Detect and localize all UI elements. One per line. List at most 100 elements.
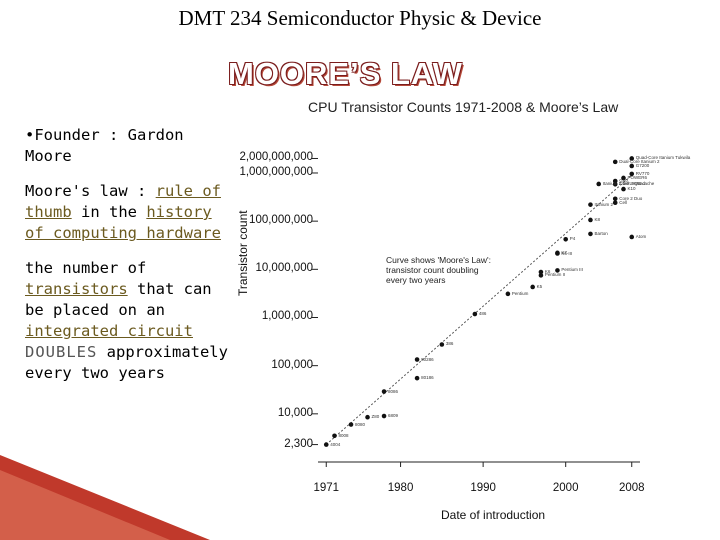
data-point (348, 422, 354, 427)
data-point-label: K7 (561, 249, 567, 255)
data-point (381, 413, 387, 419)
y-tick-label: 100,000,000 (249, 214, 313, 227)
data-point (505, 291, 511, 297)
data-point (323, 442, 329, 447)
data-point-label: 8080 (355, 421, 366, 427)
data-point-label: RV770 (635, 170, 650, 176)
data-point-label: K5 (536, 283, 543, 289)
data-point-label: Pentium (511, 290, 529, 296)
data-point (414, 357, 420, 362)
y-tick-label: 10,000 (277, 406, 313, 419)
data-point (332, 433, 337, 439)
trend-annotation: Curve shows 'Moore's Law': transistor co… (386, 255, 492, 285)
doubling-paragraph: the number of transistors that can be pl… (25, 258, 233, 384)
y-tick-label: 100,000 (271, 358, 313, 371)
slide-title: MOORE’S LAW (228, 56, 463, 91)
data-point-label: Pentium II (544, 272, 566, 278)
data-point (629, 156, 635, 161)
y-tick-label: 1,000,000,000 (239, 165, 313, 178)
rule-of-thumb-link[interactable]: rule of thumb (25, 182, 221, 221)
data-point-label: K6 (544, 268, 551, 274)
x-tick-label: 2008 (618, 482, 645, 494)
data-point (588, 217, 593, 223)
chart-plot (312, 156, 640, 467)
data-point-label: Quad-Core Itanium Tukwila (635, 155, 691, 161)
definition-prefix: Moore's law : (25, 182, 156, 200)
data-point (612, 159, 618, 165)
data-point (414, 375, 420, 381)
y-tick-label: 2,300 (284, 437, 313, 450)
data-point (538, 269, 544, 275)
data-point-label: G80 (619, 178, 628, 184)
data-point (621, 175, 626, 181)
definition-mid: in the (71, 203, 147, 221)
x-tick-label: 1980 (387, 482, 414, 494)
data-point (596, 181, 602, 187)
definition-paragraph: Moore's law : rule of thumb in the histo… (25, 181, 233, 244)
data-point-label: 386 (445, 341, 454, 347)
data-point (629, 163, 635, 169)
x-tick-label: 2000 (552, 482, 579, 494)
data-point (555, 268, 560, 273)
data-point-label: Itanium 2 with 9MB cache (602, 180, 655, 186)
data-point (621, 186, 626, 192)
data-point-label: 8086 (388, 388, 399, 394)
data-point-label: K10 (627, 186, 636, 192)
data-point-label: 486 (478, 311, 487, 317)
x-axis-label: Date of introduction (441, 508, 546, 522)
data-point (530, 284, 535, 290)
data-point-label: Core 2 Quad (619, 181, 645, 187)
data-point (555, 250, 560, 256)
y-tick-label: 2,000,000,000 (239, 151, 313, 164)
integrated-circuit-link[interactable]: integrated circuit (25, 322, 193, 340)
data-point-label: Itanium 2 (594, 201, 613, 207)
doubling-suffix: approximately every two years (25, 343, 228, 382)
data-point-label: Z80 (371, 414, 380, 420)
data-point-label: Barton (594, 230, 608, 236)
data-point-label: 80286 (421, 356, 434, 362)
transistors-link[interactable]: transistors (25, 280, 128, 298)
data-point (612, 182, 618, 187)
data-point-label: Core 2 Duo (619, 195, 643, 201)
y-tick-label: 10,000,000 (255, 262, 313, 275)
data-point (439, 342, 445, 347)
doubles-word: DOUBLES (25, 343, 98, 361)
data-point-label: K6-III (561, 250, 573, 256)
doubling-mid: that can be placed on an (25, 280, 212, 319)
y-tick-label: 1,000,000 (261, 310, 313, 323)
data-point-label: 80186 (421, 375, 434, 381)
data-point (472, 311, 478, 317)
data-point (563, 237, 568, 242)
data-point (612, 178, 618, 184)
chart-title: CPU Transistor Counts 1971-2008 & Moore’… (308, 99, 619, 115)
data-point (538, 273, 544, 278)
moores-law-trend-line (325, 174, 633, 445)
data-point (381, 389, 387, 394)
data-point-label: P4 (569, 236, 576, 242)
data-point-label: Dual-Core Itanium 2 (619, 158, 660, 164)
data-point (612, 196, 618, 202)
data-point (629, 234, 635, 240)
data-point-label: G7200 (635, 162, 650, 168)
data-point-label: 6809 (388, 413, 399, 419)
data-point-label: POWER6 (627, 174, 647, 180)
corner-decoration-shade (0, 470, 170, 540)
doubling-prefix: the number of (25, 259, 147, 277)
slide-header: DMT 234 Semiconductor Physic & Device (178, 6, 542, 30)
x-tick-label: 1990 (470, 482, 496, 494)
data-point-label: Pentium III (561, 267, 583, 273)
data-point-label: K8 (594, 216, 600, 222)
data-point-label: 8008 (338, 432, 349, 438)
y-axis-label: Transistor count (236, 210, 250, 296)
founder-bullet: •Founder : Gardon Moore (25, 126, 184, 165)
data-point (365, 414, 370, 420)
left-text-block: •Founder : Gardon Moore Moore's law : ru… (25, 125, 233, 398)
data-point-label: 4004 (330, 441, 341, 447)
data-point-label: Cell (619, 199, 627, 205)
history-link[interactable]: history of computing hardware (25, 203, 221, 242)
data-point (588, 202, 593, 207)
data-point (629, 171, 635, 177)
data-point-label: Atom (635, 233, 647, 239)
data-point (612, 200, 618, 206)
